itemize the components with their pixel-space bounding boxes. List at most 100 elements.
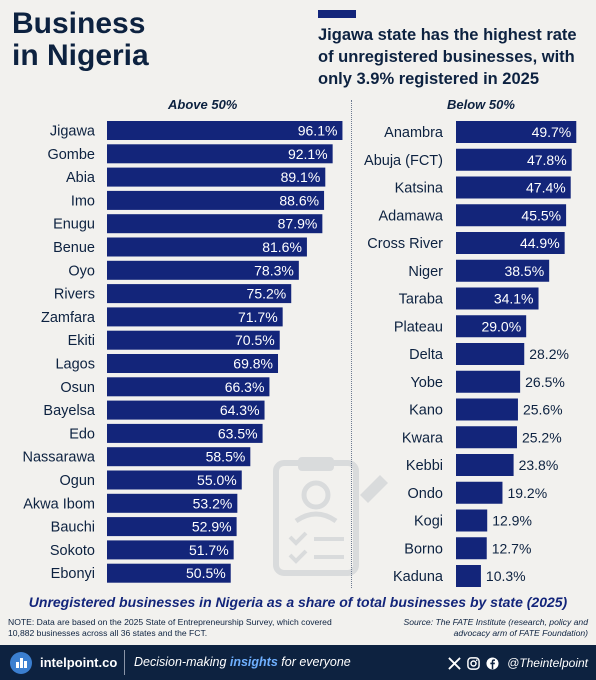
x-icon[interactable] — [448, 656, 461, 670]
headline-accent-bar — [318, 10, 356, 18]
bar — [107, 540, 234, 560]
headline: Jigawa state has the highest rate of unr… — [318, 26, 577, 88]
value-label: 25.2% — [522, 429, 562, 445]
bar — [107, 470, 242, 490]
value-label: 12.9% — [492, 513, 532, 529]
bar — [107, 400, 265, 420]
bar — [107, 307, 283, 327]
category-label: Taraba — [399, 292, 444, 308]
footnote: NOTE: Data are based on the 2025 State o… — [8, 617, 332, 638]
category-label: Kaduna — [393, 569, 444, 585]
category-label: Ondo — [408, 486, 443, 502]
category-label: Osun — [60, 380, 95, 396]
value-label: 28.2% — [529, 346, 569, 362]
category-label: Enugu — [53, 217, 95, 233]
category-label: Plateau — [394, 319, 443, 335]
column-divider — [351, 100, 352, 588]
bar-charts: Jigawa 96.1% Gombe 92.1% Abia 89.1% Imo 88.6% En… — [22, 121, 577, 587]
category-label: Niger — [408, 264, 443, 280]
value-label: 26.5% — [525, 374, 565, 390]
bar — [107, 493, 238, 513]
bar — [107, 377, 270, 397]
value-label: 44.9% — [520, 235, 560, 251]
source-note: Source: The FATE Institute (research, po… — [403, 617, 588, 638]
intelpoint-logo-icon — [10, 652, 32, 674]
value-label: 75.2% — [247, 286, 287, 302]
value-label: 92.1% — [288, 146, 328, 162]
clipboard-watermark-icon — [273, 457, 388, 576]
value-label: 45.5% — [521, 207, 561, 223]
value-label: 50.5% — [186, 565, 226, 581]
left-column-title: Above 50% — [168, 97, 238, 112]
value-label: 70.5% — [235, 332, 275, 348]
brand-name[interactable]: intelpoint.co — [40, 655, 118, 670]
category-label: Abia — [66, 170, 96, 186]
bar — [456, 232, 565, 254]
value-label: 12.7% — [492, 540, 532, 556]
value-label: 47.4% — [526, 180, 566, 196]
bar — [107, 237, 307, 257]
value-label: 58.5% — [206, 449, 246, 465]
value-label: 25.6% — [523, 402, 563, 418]
category-label: Rivers — [54, 287, 95, 303]
category-label: Akwa Ibom — [23, 496, 95, 512]
value-label: 53.2% — [193, 495, 233, 511]
category-label: Zamfara — [41, 310, 96, 326]
chart-subtitle: Unregistered businesses in Nigeria as a … — [28, 594, 568, 610]
bar — [456, 315, 527, 338]
instagram-icon[interactable] — [467, 656, 480, 670]
category-label: Sokoto — [50, 543, 95, 559]
social-handle[interactable]: @Theintelpoint — [507, 656, 588, 670]
footer-separator — [124, 650, 125, 675]
right-column-title: Below 50% — [447, 97, 515, 112]
value-label: 87.9% — [278, 216, 318, 232]
category-label: Katsina — [395, 181, 444, 197]
value-label: 19.2% — [507, 485, 547, 501]
category-label: Lagos — [55, 357, 95, 373]
bar — [107, 330, 280, 350]
facebook-icon[interactable] — [486, 656, 499, 670]
category-label: Nassarawa — [22, 450, 95, 466]
social-links: @Theintelpoint — [448, 654, 588, 672]
category-label: Ebonyi — [51, 566, 95, 582]
tagline-emphasis: insights — [229, 655, 278, 669]
bar — [107, 121, 343, 140]
value-label: 55.0% — [197, 472, 237, 488]
value-label: 10.3% — [486, 568, 526, 584]
category-label: Kebbi — [406, 458, 443, 474]
value-label: 34.1% — [494, 291, 534, 307]
bar — [456, 454, 514, 476]
category-label: Ogun — [60, 473, 95, 489]
category-label: Bayelsa — [43, 403, 96, 419]
category-label: Imo — [71, 193, 95, 209]
value-label: 81.6% — [262, 239, 302, 255]
title-line-1: Business — [12, 7, 146, 40]
value-label: 63.5% — [218, 425, 258, 441]
value-label: 51.7% — [189, 542, 229, 558]
value-label: 78.3% — [254, 262, 294, 278]
value-label: 49.7% — [532, 124, 572, 140]
bar — [456, 204, 567, 227]
category-label: Kwara — [402, 430, 444, 446]
category-label: Benue — [53, 240, 95, 256]
tagline: Decision-making insights for everyone — [134, 655, 351, 669]
bar — [456, 509, 488, 532]
value-label: 23.8% — [519, 457, 559, 473]
value-label: 47.8% — [527, 152, 567, 168]
value-label: 52.9% — [192, 519, 232, 535]
category-label: Oyo — [68, 263, 95, 279]
category-label: Anambra — [384, 125, 444, 141]
bar — [107, 423, 263, 443]
value-label: 69.8% — [233, 356, 273, 372]
bar — [456, 565, 481, 587]
bar — [456, 259, 550, 282]
bar — [456, 343, 525, 365]
category-label: Ekiti — [68, 333, 95, 349]
tagline-post: for everyone — [277, 655, 351, 669]
category-label: Jigawa — [50, 124, 96, 140]
bar — [456, 537, 487, 560]
bar — [456, 398, 518, 421]
bar — [456, 148, 572, 171]
value-label: 38.5% — [504, 263, 544, 279]
bar — [107, 144, 333, 164]
